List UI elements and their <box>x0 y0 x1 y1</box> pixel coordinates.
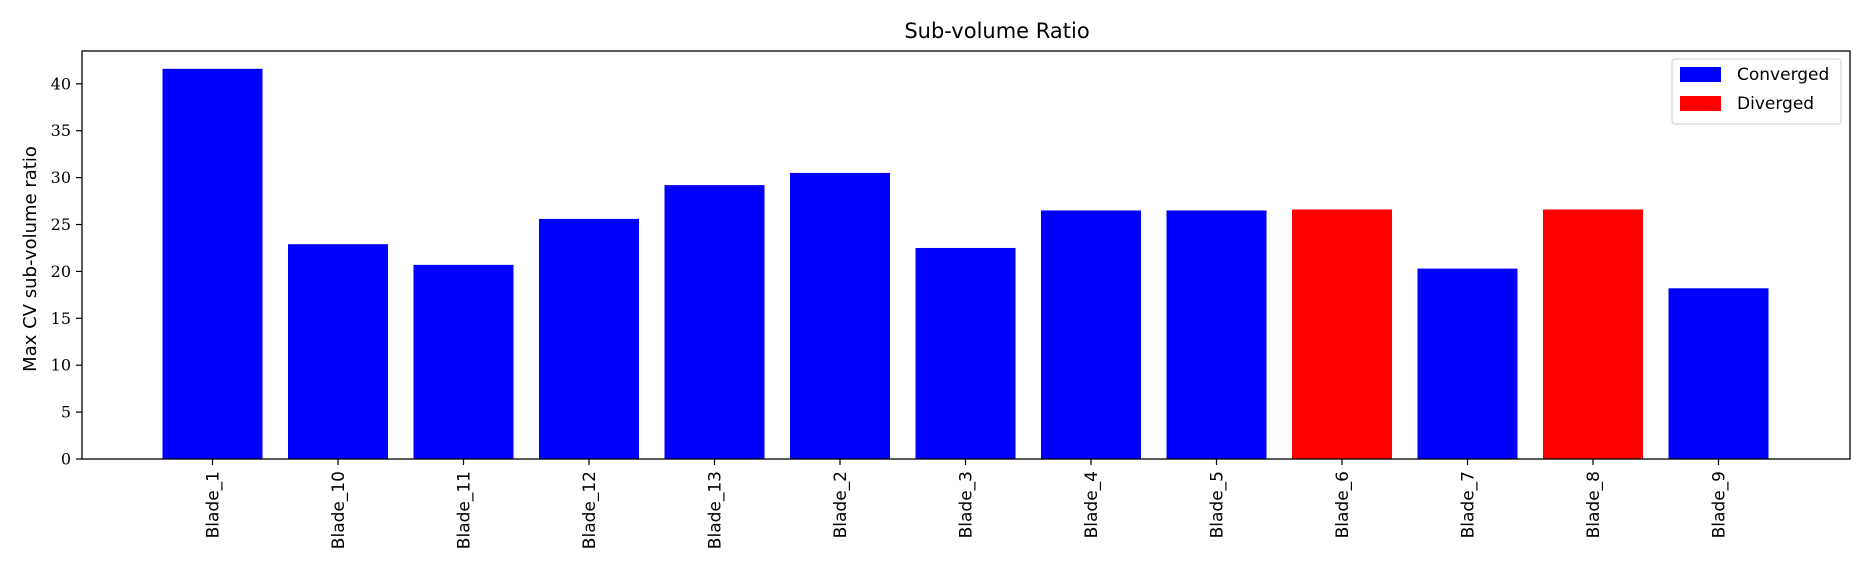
y-tick-label: 20 <box>51 262 71 281</box>
y-axis-label: Max CV sub-volume ratio <box>20 146 41 372</box>
y-tick-label: 5 <box>61 403 71 422</box>
x-tick-label: Blade_7 <box>1459 471 1479 538</box>
plot-frame <box>81 50 1851 460</box>
x-tick-label: Blade_13 <box>706 471 726 549</box>
x-tick-label: Blade_3 <box>957 471 977 538</box>
x-tick-label: Blade_12 <box>580 471 600 549</box>
legend-label-diverged: Diverged <box>1737 94 1814 114</box>
x-tick-label: Blade_9 <box>1710 471 1730 538</box>
bars-group <box>162 68 1769 460</box>
legend-label-converged: Converged <box>1737 65 1829 85</box>
legend-swatch-converged <box>1680 67 1721 82</box>
x-tick-label: Blade_4 <box>1082 471 1102 538</box>
bar-blade-4 <box>1041 210 1141 459</box>
chart-title: Sub-volume Ratio <box>904 19 1089 43</box>
y-tick-label: 0 <box>61 450 71 469</box>
bar-blade-3 <box>915 247 1016 459</box>
x-tick-label: Blade_1 <box>204 471 224 538</box>
bar-blade-12 <box>539 218 639 459</box>
bar-blade-1 <box>162 68 263 460</box>
x-tick-label: Blade_11 <box>455 471 475 549</box>
legend-swatch-diverged <box>1680 96 1721 111</box>
y-tick-label: 30 <box>51 168 71 187</box>
y-tick-label: 35 <box>51 121 71 140</box>
x-axis-ticks: Blade_1 Blade_10 Blade_11 Blade_12 Blade_13 B… <box>204 459 1730 549</box>
bar-blade-11 <box>413 264 514 459</box>
legend: Converged Diverged <box>1671 58 1842 125</box>
y-tick-label: 25 <box>51 215 71 234</box>
x-tick-label: Blade_8 <box>1584 471 1604 538</box>
y-tick-label: 15 <box>51 309 71 328</box>
bar-blade-8 <box>1543 209 1643 459</box>
bar-blade-6 <box>1292 209 1392 459</box>
bar-blade-10 <box>288 244 388 459</box>
x-tick-label: Blade_6 <box>1333 471 1353 538</box>
y-tick-label: 10 <box>51 356 71 375</box>
bar-blade-7 <box>1417 268 1518 459</box>
y-tick-label: 40 <box>51 74 71 93</box>
bar-blade-5 <box>1166 210 1267 459</box>
bar-blade-2 <box>790 172 890 459</box>
bar-blade-9 <box>1668 288 1769 459</box>
x-tick-label: Blade_10 <box>329 471 349 549</box>
x-tick-label: Blade_2 <box>831 471 851 538</box>
x-tick-label: Blade_5 <box>1208 471 1228 538</box>
bar-blade-13 <box>664 185 765 459</box>
y-axis-ticks: 0 5 10 15 20 25 30 35 40 <box>51 74 82 469</box>
